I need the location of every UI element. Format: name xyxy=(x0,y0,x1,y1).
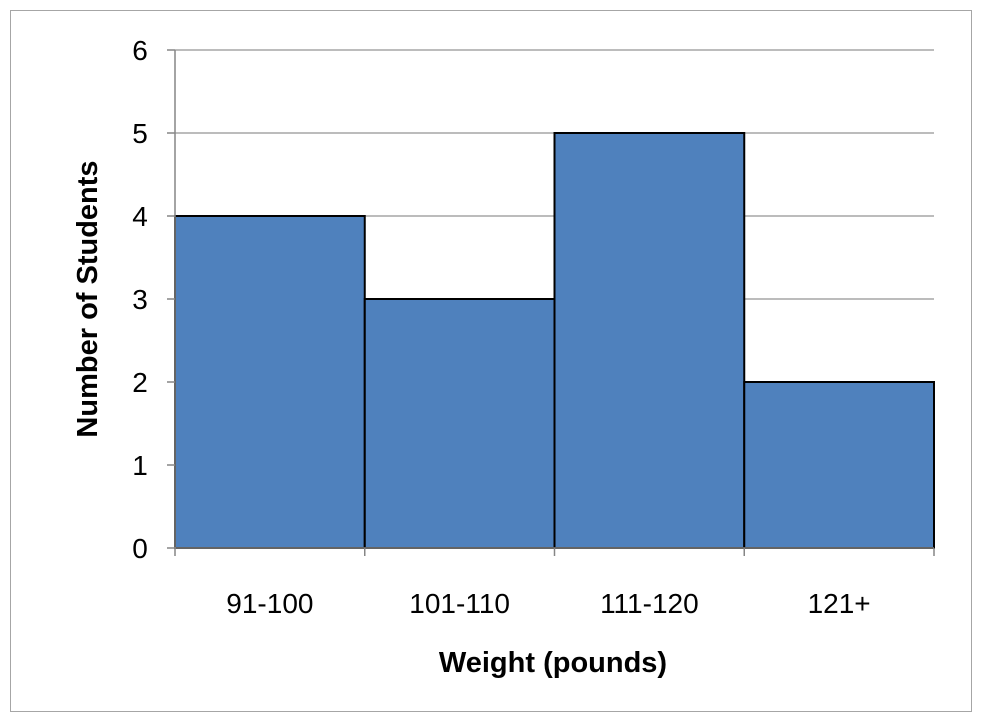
bars xyxy=(174,132,935,549)
y-tick-label-3: 3 xyxy=(132,284,148,315)
y-tick-label-1: 1 xyxy=(132,450,148,481)
x-tick-labels: 91-100 101-110 111-120 121+ xyxy=(226,588,870,619)
x-tick-label-121+: 121+ xyxy=(808,588,871,619)
x-tick-label-91-100: 91-100 xyxy=(226,588,313,619)
y-axis-title: Number of Students xyxy=(72,160,104,437)
x-axis-title: Weight (pounds) xyxy=(439,647,667,679)
x-tick-label-101-110: 101-110 xyxy=(409,588,510,619)
y-tick-label-5: 5 xyxy=(132,118,148,149)
y-tick-label-0: 0 xyxy=(132,533,148,564)
x-tick-label-111-120: 111-120 xyxy=(600,588,699,619)
bar-101-110 xyxy=(363,298,556,549)
bar-121+ xyxy=(743,381,935,549)
y-tick-label-4: 4 xyxy=(132,201,148,232)
y-tick-label-2: 2 xyxy=(132,367,148,398)
bar-111-120 xyxy=(553,132,746,549)
y-tick-label-6: 6 xyxy=(132,35,148,66)
bar-91-100 xyxy=(174,215,366,549)
y-tick-labels: 0 1 2 3 4 5 6 xyxy=(132,35,148,564)
axes xyxy=(167,49,935,556)
